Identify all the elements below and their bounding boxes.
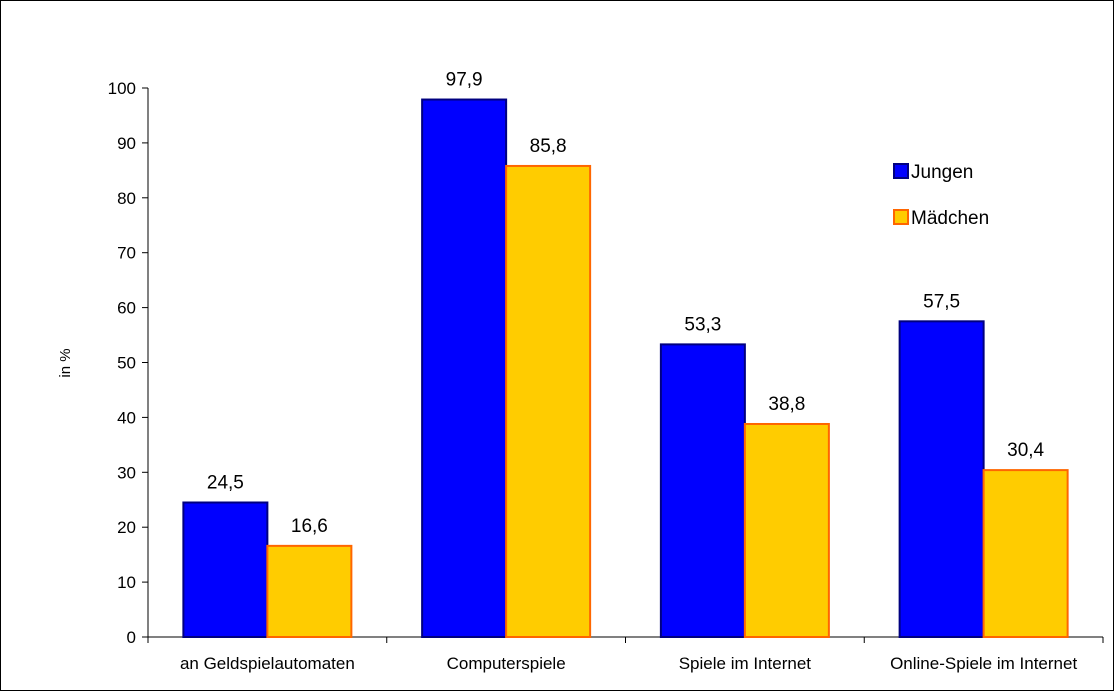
axes: 0 10 20 30 40 50 60 70 80 90 100 an Geldspielautoma…	[108, 79, 1104, 673]
x-category-label: Spiele im Internet	[679, 654, 812, 673]
legend-swatch	[893, 163, 909, 179]
x-category-label: Computerspiele	[447, 654, 566, 673]
data-labels: 24,5 16,6 97,9 85,8 53,3 38,8 57,5 30,4	[207, 70, 1045, 537]
y-tick-label: 40	[117, 408, 136, 427]
data-label: 16,6	[291, 516, 328, 537]
bar-maedchen	[982, 469, 1069, 638]
legend-swatch	[893, 209, 909, 225]
y-tick-label: 90	[117, 134, 136, 153]
data-label: 30,4	[1007, 440, 1044, 461]
x-category-label: an Geldspielautomaten	[180, 654, 355, 673]
bar-maedchen	[505, 164, 592, 638]
data-label: 57,5	[923, 291, 960, 312]
data-label: 97,9	[446, 70, 483, 91]
data-label: 24,5	[207, 472, 244, 493]
bar-jungen	[182, 501, 269, 638]
y-tick-label: 10	[117, 573, 136, 592]
bars	[182, 98, 1069, 639]
legend: Jungen Mädchen	[893, 162, 989, 229]
bar-maedchen	[743, 422, 830, 638]
x-category-label: Online-Spiele im Internet	[890, 654, 1077, 673]
legend-label: Mädchen	[911, 208, 989, 229]
data-label: 38,8	[768, 394, 805, 415]
y-tick-label: 50	[117, 354, 136, 373]
data-label: 53,3	[684, 314, 721, 335]
y-tick-label: 100	[108, 79, 136, 98]
y-tick-label: 0	[127, 628, 136, 647]
y-tick-label: 70	[117, 244, 136, 263]
bar-maedchen	[266, 544, 353, 639]
y-tick-label: 60	[117, 299, 136, 318]
y-tick-label: 80	[117, 189, 136, 208]
data-label: 85,8	[530, 136, 567, 157]
bar-jungen	[659, 343, 746, 638]
y-axis-label: in %	[57, 348, 74, 377]
y-tick-label: 20	[117, 518, 136, 537]
y-tick-label: 30	[117, 463, 136, 482]
legend-label: Jungen	[911, 162, 973, 183]
bar-jungen	[421, 98, 508, 639]
bar-jungen	[898, 320, 985, 638]
